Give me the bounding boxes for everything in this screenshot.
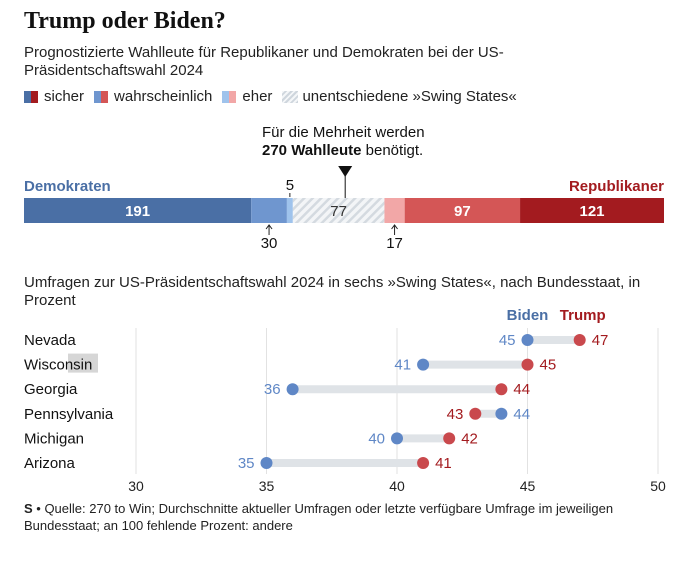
trump-dot (573, 334, 586, 346)
state-label: Arizona (24, 455, 76, 472)
chart-subtitle: Prognostizierte Wahlleute für Republikan… (24, 44, 504, 79)
bar-label-5: 97 (454, 203, 471, 220)
legend-swatch-dem-likely (94, 90, 102, 103)
x-tick-label-35: 35 (259, 478, 275, 494)
legend-swatch-dem-safe (24, 90, 31, 103)
bar-segment-4 (384, 198, 405, 223)
biden-value-label: 41 (394, 357, 411, 374)
bar-pointer-head-4 (391, 224, 398, 230)
bar-label-0: 191 (125, 203, 150, 220)
bar-segment-6 (520, 198, 664, 223)
trump-value-label: 42 (461, 430, 478, 447)
biden-dot (495, 407, 508, 420)
party-label-rep: Republikaner (569, 178, 664, 195)
biden-value-label: 44 (513, 406, 530, 423)
majority-triangle (338, 166, 353, 177)
legend-item-sicher: sicher (24, 88, 84, 105)
biden-value-label: 36 (264, 381, 281, 398)
state-label: Georgia (24, 381, 78, 398)
dotplot-title: Umfragen zur US-Präsidentschaftswahl 202… (24, 274, 644, 309)
majority-line1: Für die Mehrheit werden (262, 124, 425, 141)
chart-title: Trump oder Biden? (24, 8, 226, 34)
trump-dot (443, 432, 456, 445)
footer-source: S • Quelle: 270 to Win; Durchschnitte ak… (24, 500, 664, 534)
trump-value-label: 47 (592, 332, 609, 349)
x-tick-label-40: 40 (389, 478, 405, 494)
bar-label-2: 5 (286, 177, 294, 194)
legend-item-eher: eher (222, 88, 272, 105)
legend-label-sicher: sicher (44, 88, 85, 105)
legend-swatch-rep-lean (229, 90, 237, 103)
trump-dot (469, 407, 482, 420)
state-label: Michigan (24, 430, 84, 447)
bar-segment-2 (286, 198, 293, 223)
bar-segment-5 (404, 198, 521, 223)
bar-label-3: 77 (330, 203, 347, 220)
trump-dot (495, 383, 508, 396)
x-tick-label-30: 30 (128, 478, 144, 494)
legend-label-eher: eher (242, 88, 273, 105)
bar-pointer-head-1 (265, 224, 273, 230)
bar-label-1: 30 (261, 235, 278, 252)
biden-dot (391, 432, 403, 445)
legend-item-wahrscheinlich: wahrscheinlich (94, 88, 212, 105)
majority-bold: 270 Wahlleute (262, 142, 362, 159)
legend-swatch-dem-lean (222, 90, 230, 103)
legend-swatch-rep-safe (31, 90, 38, 103)
legend-swatch-swing (282, 90, 299, 103)
biden-value-label: 35 (238, 455, 255, 472)
trump-value-label: 44 (513, 381, 530, 398)
biden-value-label: 45 (499, 332, 516, 349)
party-label-dem: Demokraten (24, 178, 111, 195)
bar-segment-1 (251, 198, 287, 223)
majority-rest: benötigt. (361, 142, 424, 159)
series-label-trump: Trump (560, 307, 606, 324)
publisher-logo: S (24, 501, 33, 516)
x-tick-label-50: 50 (650, 478, 666, 494)
legend-item-swing: unentschiedene »Swing States« (282, 88, 517, 105)
bar-label-6: 121 (580, 203, 605, 220)
legend-swatch-rep-likely (101, 90, 109, 103)
biden-dot (417, 358, 430, 371)
biden-dot (286, 383, 299, 396)
state-label: Nevada (24, 332, 76, 349)
legend: sicher wahrscheinlich eher unentschieden… (24, 88, 527, 105)
state-label: Pennsylvania (24, 406, 114, 423)
trump-value-label: 43 (447, 406, 464, 423)
biden-value-label: 40 (368, 430, 385, 447)
source-text: • Quelle: 270 to Win; Durchschnitte aktu… (24, 501, 614, 533)
majority-line2: 270 Wahlleute benötigt. (262, 142, 425, 160)
legend-label-swing: unentschiedene »Swing States« (302, 88, 517, 105)
majority-annotation: Für die Mehrheit werden 270 Wahlleute be… (262, 124, 425, 160)
biden-dot (521, 334, 534, 346)
series-label-biden: Biden (507, 307, 549, 324)
trump-value-label: 41 (435, 455, 452, 472)
trump-value-label: 45 (540, 357, 557, 374)
bar-segment-3 (292, 198, 385, 223)
trump-dot (417, 457, 430, 469)
bar-label-4: 17 (386, 235, 403, 252)
legend-label-wahrscheinlich: wahrscheinlich (114, 88, 213, 105)
state-highlight (68, 353, 98, 373)
trump-dot (521, 358, 534, 371)
biden-dot (260, 457, 273, 469)
bar-segment-0 (24, 198, 252, 223)
x-tick-label-45: 45 (520, 478, 536, 494)
state-label: Wisconsin (24, 357, 92, 374)
